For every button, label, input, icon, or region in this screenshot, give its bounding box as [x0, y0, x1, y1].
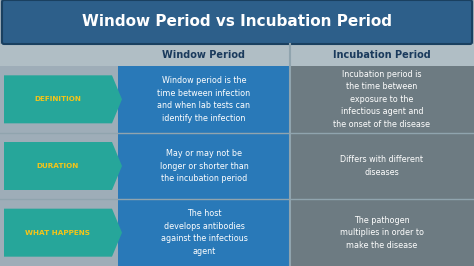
Text: DURATION: DURATION: [37, 163, 79, 169]
Text: Window period is the
time between infection
and when lab tests can
identify the : Window period is the time between infect…: [157, 76, 251, 123]
FancyBboxPatch shape: [118, 199, 290, 266]
Polygon shape: [4, 142, 122, 190]
Text: Window Period vs Incubation Period: Window Period vs Incubation Period: [82, 15, 392, 30]
Text: Incubation period is
the time between
exposure to the
infectious agent and
the o: Incubation period is the time between ex…: [334, 70, 430, 129]
Text: WHAT HAPPENS: WHAT HAPPENS: [26, 230, 91, 236]
Text: The host
develops antibodies
against the infectious
agent: The host develops antibodies against the…: [161, 209, 247, 256]
Text: Incubation Period: Incubation Period: [333, 50, 431, 60]
Text: DEFINITION: DEFINITION: [35, 96, 82, 102]
Polygon shape: [4, 75, 122, 123]
Polygon shape: [4, 209, 122, 257]
FancyBboxPatch shape: [2, 0, 472, 44]
FancyBboxPatch shape: [118, 133, 290, 199]
Text: Differs with different
diseases: Differs with different diseases: [340, 155, 423, 177]
FancyBboxPatch shape: [118, 66, 290, 133]
FancyBboxPatch shape: [290, 133, 474, 199]
FancyBboxPatch shape: [290, 66, 474, 133]
FancyBboxPatch shape: [0, 44, 474, 66]
Text: May or may not be
longer or shorter than
the incubation period: May or may not be longer or shorter than…: [160, 149, 248, 183]
Text: The pathogen
multiplies in order to
make the disease: The pathogen multiplies in order to make…: [340, 216, 424, 250]
Text: Window Period: Window Period: [163, 50, 246, 60]
FancyBboxPatch shape: [290, 199, 474, 266]
